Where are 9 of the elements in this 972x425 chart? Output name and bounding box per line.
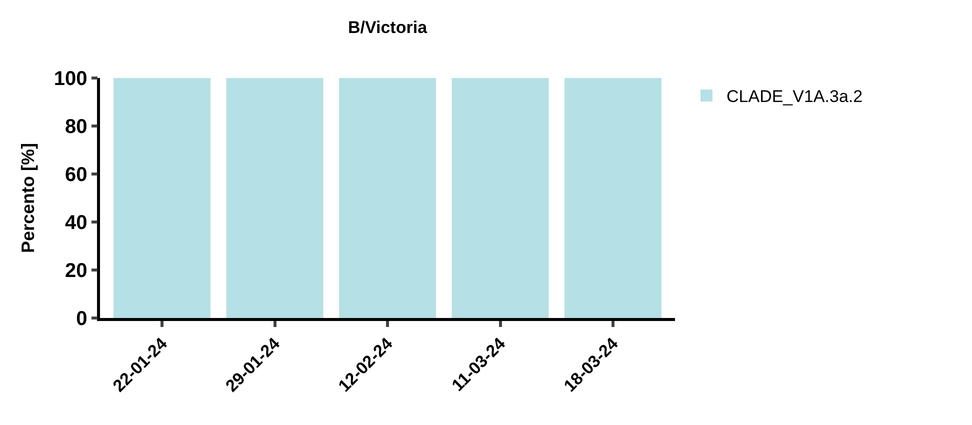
y-axis-title: Percento [%]: [18, 142, 38, 254]
y-tick-label: 60: [65, 164, 88, 186]
y-tick-label: 40: [65, 212, 88, 234]
chart-title: B/Victoria: [348, 18, 428, 38]
y-tick-label: 20: [65, 260, 88, 282]
y-tick-label: 0: [76, 308, 88, 330]
y-tick-label: 80: [65, 116, 88, 138]
y-tick-label: 100: [54, 68, 88, 90]
legend-label: CLADE_V1A.3a.2: [726, 87, 863, 106]
